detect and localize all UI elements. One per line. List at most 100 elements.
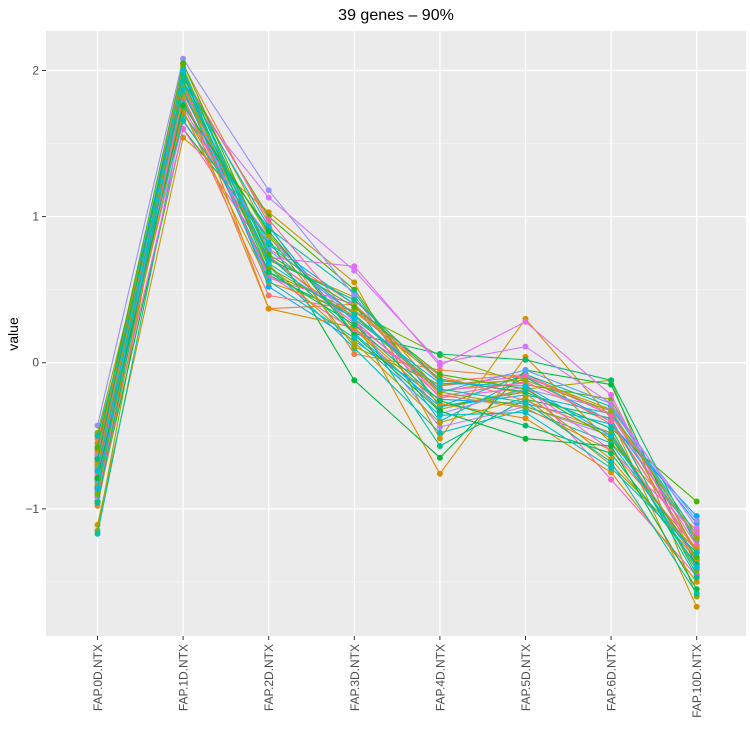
data-point [265,228,272,235]
data-point [522,318,529,325]
data-point [94,456,101,463]
data-point [436,386,443,393]
series-36 [94,77,700,581]
data-point [265,269,272,276]
data-point [265,277,272,284]
data-point [522,377,529,384]
data-point [180,117,187,124]
data-point [522,383,529,390]
data-point [522,343,529,350]
data-point [608,476,615,483]
data-point [436,350,443,357]
y-axis-title: value [5,317,21,351]
data-point [522,399,529,406]
data-point [693,524,700,531]
data-point [522,409,529,416]
data-point [608,418,615,425]
data-point [265,232,272,239]
data-point [180,102,187,109]
data-point [351,377,358,384]
data-point [436,429,443,436]
data-point [436,412,443,419]
series-line [96,104,698,590]
data-point [522,388,529,395]
series-34 [94,102,700,593]
data-point [608,407,615,414]
series-38 [94,86,700,556]
data-point [180,60,187,67]
data-point [608,450,615,457]
data-point [351,263,358,270]
data-point [436,424,443,431]
data-point [436,470,443,477]
minor-gridlines [46,143,746,583]
data-point [180,86,187,93]
data-point [693,513,700,520]
x-tick-label: FAP.2D.NTX [262,644,276,711]
data-point [436,443,443,450]
data-point [436,407,443,414]
data-point [608,432,615,439]
data-point [608,469,615,476]
data-point [351,339,358,346]
data-point [522,422,529,429]
x-axis: FAP.0D.NTX FAP.1D.NTX FAP.2D.NTX FAP.3D.NTX… [91,636,704,718]
data-point [265,292,272,299]
data-point [693,564,700,571]
data-point [351,334,358,341]
data-point [265,241,272,248]
data-point [94,485,101,492]
data-point [693,498,700,505]
x-tick-label: FAP.5D.NTX [519,644,533,711]
data-point [436,397,443,404]
series-line [96,93,698,542]
y-tick-label: 0 [32,356,39,370]
data-point [351,267,358,274]
series-line [96,66,698,571]
data-point [180,67,187,74]
y-tick-label: 1 [32,210,39,224]
data-point [436,380,443,387]
data-point [608,459,615,466]
data-point [522,403,529,410]
data-point [522,356,529,363]
data-point [351,343,358,350]
series-layer [94,55,700,610]
data-point [265,305,272,312]
data-point [693,535,700,542]
x-tick-label: FAP.4D.NTX [433,644,447,711]
series-line [96,72,698,565]
data-point [94,444,101,451]
series-line [96,80,698,578]
data-point [436,454,443,461]
data-point [436,367,443,374]
data-point [351,350,358,357]
x-tick-label: FAP.6D.NTX [605,644,619,711]
data-point [436,435,443,442]
series-line [96,69,698,568]
data-point [608,464,615,471]
data-point [522,372,529,379]
data-point [608,443,615,450]
data-point [522,435,529,442]
data-point [693,554,700,561]
series-line [96,119,698,594]
data-point [522,415,529,422]
data-point [351,296,358,303]
data-point [693,603,700,610]
series-line [96,94,698,549]
data-point [693,590,700,597]
series-line [96,84,698,551]
chart-title: 39 genes – 90% [338,7,454,24]
data-point [436,371,443,378]
data-point [265,216,272,223]
data-point [436,419,443,426]
series-37 [94,117,700,597]
data-point [351,279,358,286]
data-point [693,549,700,556]
series-line [96,88,698,554]
x-tick-label: FAP.3D.NTX [348,644,362,711]
y-tick-label: −1 [25,502,39,516]
data-point [608,400,615,407]
